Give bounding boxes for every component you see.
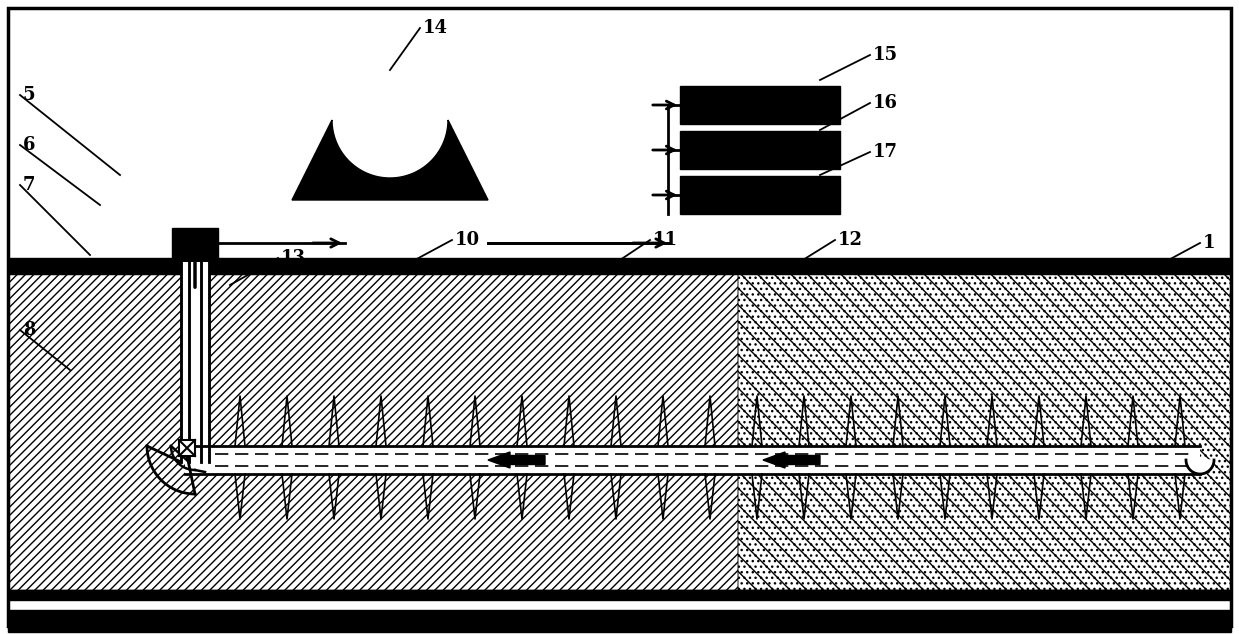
Bar [181, 262, 209, 462]
Bar [680, 86, 840, 124]
Text: 5: 5 [24, 86, 36, 104]
FancyArrow shape [488, 452, 545, 468]
Text: 10: 10 [455, 231, 481, 249]
Bar [172, 228, 218, 258]
Bar [7, 604, 1232, 610]
Text: 13: 13 [281, 249, 306, 267]
Bar [7, 258, 1232, 274]
Bar [185, 446, 1201, 474]
Bar [738, 274, 1232, 590]
Text: 6: 6 [24, 136, 36, 154]
Text: 16: 16 [873, 94, 898, 112]
Text: 15: 15 [873, 46, 898, 64]
Polygon shape [1186, 460, 1214, 474]
Text: 1: 1 [1203, 234, 1215, 252]
Bar [178, 440, 195, 456]
Text: 14: 14 [422, 19, 449, 37]
Polygon shape [292, 120, 488, 200]
Text: 12: 12 [838, 231, 864, 249]
Bar [7, 274, 1232, 590]
Bar [7, 590, 1232, 600]
Bar [680, 131, 840, 169]
Text: 11: 11 [653, 231, 678, 249]
Bar [7, 274, 738, 590]
FancyArrow shape [763, 452, 820, 468]
Bar [7, 610, 1232, 632]
Text: 8: 8 [24, 321, 36, 339]
Bar [680, 176, 840, 214]
Text: 17: 17 [873, 143, 898, 161]
Bar [738, 274, 1232, 590]
Text: 7: 7 [24, 176, 36, 194]
